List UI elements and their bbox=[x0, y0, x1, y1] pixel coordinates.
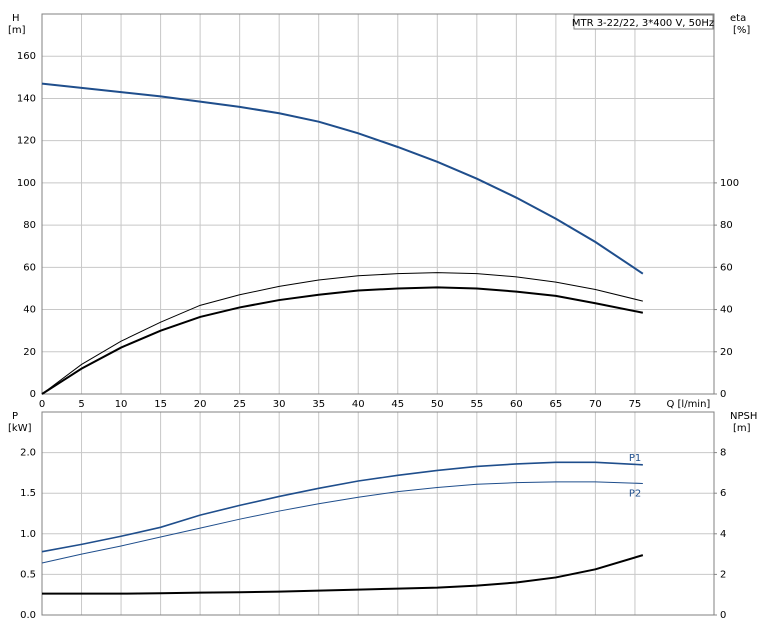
y-tick-label: 2.0 bbox=[20, 448, 36, 459]
curve bbox=[41, 272, 643, 395]
x-tick-label: 35 bbox=[312, 399, 325, 410]
y2-tick-label: 4 bbox=[720, 529, 726, 540]
y2-tick-label: 6 bbox=[720, 488, 726, 499]
curve bbox=[41, 82, 644, 275]
x-tick-label: 5 bbox=[78, 399, 84, 410]
x-axis-label: Q [l/min] bbox=[666, 399, 710, 410]
y2-tick-label: 100 bbox=[720, 178, 739, 189]
x-tick-label: 60 bbox=[510, 399, 523, 410]
y-tick-label: 80 bbox=[23, 220, 36, 231]
x-tick-label: 55 bbox=[470, 399, 483, 410]
x-tick-label: 75 bbox=[629, 399, 642, 410]
y2-tick-label: 40 bbox=[720, 305, 733, 316]
x-tick-label: 10 bbox=[115, 399, 128, 410]
y2-tick-label: 60 bbox=[720, 262, 733, 273]
y-tick-label: 0 bbox=[30, 389, 36, 400]
x-tick-label: 70 bbox=[589, 399, 602, 410]
y-tick-label: 60 bbox=[23, 262, 36, 273]
y2-tick-label: 0 bbox=[720, 389, 726, 400]
x-tick-label: 25 bbox=[233, 399, 246, 410]
x-tick-label: 0 bbox=[39, 399, 45, 410]
curve bbox=[41, 286, 644, 395]
curve-label: P2 bbox=[629, 488, 641, 499]
curve bbox=[41, 461, 643, 553]
y2-tick-label: 80 bbox=[720, 220, 733, 231]
x-tick-label: 65 bbox=[550, 399, 563, 410]
x-tick-label: 20 bbox=[194, 399, 207, 410]
y-tick-label: 40 bbox=[23, 305, 36, 316]
y2-tick-label: 0 bbox=[720, 610, 726, 621]
y2-tick-label: 20 bbox=[720, 347, 733, 358]
x-tick-label: 45 bbox=[391, 399, 404, 410]
x-tick-label: 15 bbox=[154, 399, 167, 410]
y-tick-label: 160 bbox=[17, 51, 36, 62]
y-axis-label: H bbox=[12, 13, 20, 24]
y-tick-label: 100 bbox=[17, 178, 36, 189]
x-tick-label: 50 bbox=[431, 399, 444, 410]
curve bbox=[42, 554, 644, 595]
x-tick-label: 40 bbox=[352, 399, 365, 410]
y2-axis-label: eta bbox=[730, 13, 746, 24]
plot-frame bbox=[41, 411, 715, 616]
y-tick-label: 0.5 bbox=[20, 569, 36, 580]
y2-axis-label: NPSH bbox=[730, 411, 757, 422]
y2-tick-label: 8 bbox=[720, 448, 726, 459]
y-axis-unit: [kW] bbox=[8, 423, 32, 434]
y-tick-label: 0.0 bbox=[20, 610, 36, 621]
plot-frame bbox=[41, 13, 715, 395]
chart-title: MTR 3-22/22, 3*400 V, 50Hz bbox=[572, 18, 714, 29]
x-tick-label: 30 bbox=[273, 399, 286, 410]
curve-label: P1 bbox=[629, 453, 641, 464]
y2-tick-label: 2 bbox=[720, 569, 726, 580]
y-tick-label: 1.0 bbox=[20, 529, 36, 540]
title-box bbox=[573, 14, 714, 30]
y-tick-label: 1.5 bbox=[20, 488, 36, 499]
curve bbox=[41, 481, 643, 564]
y2-axis-unit: [%] bbox=[733, 25, 750, 36]
y-tick-label: 140 bbox=[17, 93, 36, 104]
y2-axis-unit: [m] bbox=[733, 423, 751, 434]
y-axis-label: P bbox=[12, 411, 18, 422]
y-axis-unit: [m] bbox=[8, 25, 26, 36]
y-tick-label: 20 bbox=[23, 347, 36, 358]
y-tick-label: 120 bbox=[17, 136, 36, 147]
